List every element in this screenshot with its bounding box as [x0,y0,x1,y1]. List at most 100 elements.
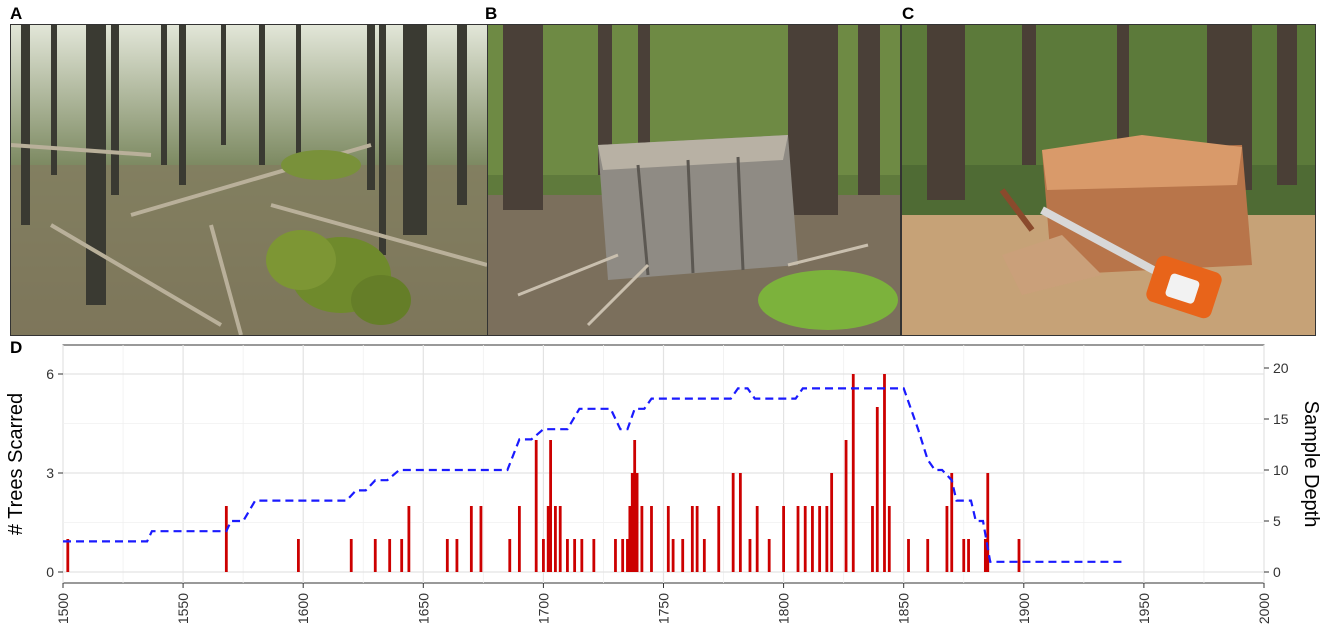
scar-bar [626,539,629,572]
scar-bar [508,539,512,572]
scar-bar [967,539,970,572]
scar-bar [717,506,721,572]
scar-bar [907,539,910,572]
scar-bar [554,506,557,572]
scar-bar [950,473,954,572]
scar-bar [666,506,670,572]
photo-forest-scene [10,24,488,336]
scar-bar [407,506,411,572]
scar-bar [818,506,822,572]
scar-bars [66,374,1021,572]
scar-bar [962,539,966,572]
scar-bar [400,539,404,572]
scar-bar [767,539,771,572]
y2-tick-label: 0 [1273,564,1281,580]
x-tick-label: 1700 [535,593,551,624]
photo-cut-stump-chainsaw [901,24,1316,336]
grid-lines [62,345,1265,583]
scar-bar [702,539,706,572]
x-tick-label: 1600 [295,593,311,624]
scar-bar [811,506,814,572]
scar-bar [635,473,639,572]
scar-bar [542,539,545,572]
scar-bar [455,539,459,572]
fire-scar-chart: 1500 1550 1600 1650 1700 1750 1800 1850 1900 1950… [5,344,1322,624]
scar-bar [224,506,228,572]
scar-bar [549,440,553,572]
scar-bar [830,473,834,572]
scar-bar [926,539,930,572]
x-tick-label: 1950 [1136,593,1152,624]
x-tick-label: 1800 [776,593,792,624]
scar-bar [640,506,644,572]
scar-bar [479,506,483,572]
x-tick-label: 1850 [896,593,912,624]
x-tick-label: 1750 [656,593,672,624]
scar-bar [349,539,353,572]
scar-bar [782,506,785,572]
scar-bar [580,539,584,572]
scar-bar [566,539,569,572]
axes: 1500 1550 1600 1650 1700 1750 1800 1850 1900 1950… [46,360,1289,624]
y-tick-label: 0 [46,564,54,580]
scar-bar [469,506,473,572]
y2-tick-label: 20 [1273,360,1289,376]
scar-bar [748,539,752,572]
scar-bar [1017,539,1021,572]
x-tick-label: 1550 [175,593,191,624]
scar-bar [690,506,694,572]
scar-bar [558,506,562,572]
scar-bar [887,506,891,572]
scar-bar [755,506,759,572]
scar-bar [296,539,300,572]
scar-bar [633,440,637,572]
x-tick-label: 1900 [1016,593,1032,624]
scar-bar [614,539,617,572]
scar-bar [592,539,596,572]
scar-bar [871,506,874,572]
scar-bar [983,539,987,572]
y2-tick-label: 5 [1273,513,1281,529]
scar-bar [66,539,70,572]
scar-bar [844,440,848,572]
scar-bar [671,539,675,572]
scar-bar [373,539,377,572]
sample-depth-line [63,387,1125,563]
y2-tick-label: 15 [1273,411,1289,427]
y2-axis-label: Sample Depth [1300,401,1322,528]
scar-bar [986,473,990,572]
scar-bar [628,506,632,572]
y-tick-label: 3 [46,465,54,481]
scar-bar [534,440,538,572]
x-tick-label: 1650 [415,593,431,624]
scar-bar [388,539,392,572]
x-tick-label: 1500 [55,593,71,624]
scar-bar [445,539,449,572]
scar-bar [796,506,800,572]
scar-bar [731,473,735,572]
scar-bar [875,407,879,572]
scar-bar [695,506,699,572]
scar-bar [825,506,829,572]
scar-bar [681,539,685,572]
scar-bar [883,374,886,572]
scar-bar [630,473,634,572]
panel-label-c: C [902,4,915,23]
y2-tick-label: 10 [1273,462,1289,478]
scar-bar [573,539,577,572]
scar-bar [650,506,653,572]
scar-bar [803,506,807,572]
panel-label-a: A [10,4,23,23]
y-tick-label: 6 [46,366,54,382]
scar-bar [546,506,550,572]
scar-bar [945,506,949,572]
scar-bar [517,506,521,572]
scar-bar [621,539,625,572]
scar-bar [851,374,855,572]
photo-weathered-stump [487,24,901,336]
panel-label-b: B [485,4,498,23]
panel-label-d: D [10,338,23,357]
x-tick-label: 2000 [1256,593,1272,624]
y-axis-label: # Trees Scarred [5,393,27,535]
scar-bar [738,473,742,572]
